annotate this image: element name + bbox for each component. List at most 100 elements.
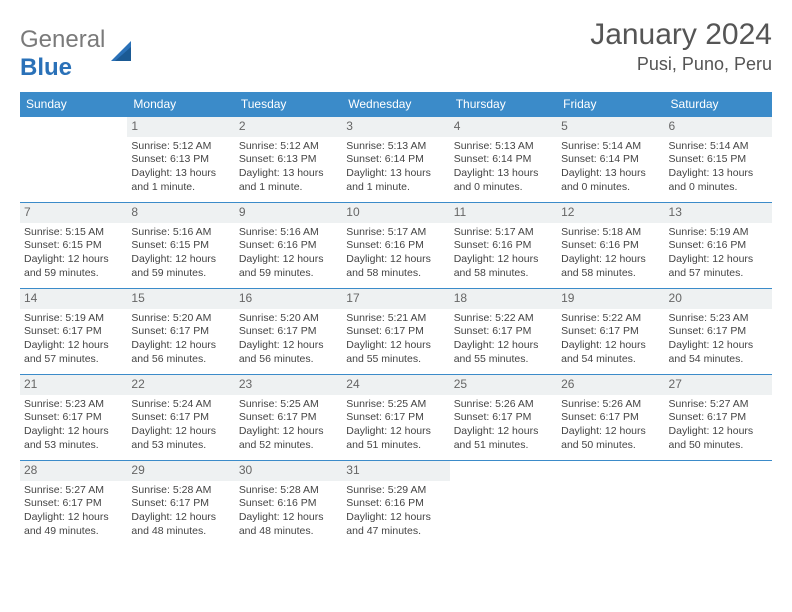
daylight-text: Daylight: 12 hours and 51 minutes. [346,425,445,452]
sunrise-text: Sunrise: 5:16 AM [239,226,338,240]
sunrise-text: Sunrise: 5:15 AM [24,226,123,240]
location: Pusi, Puno, Peru [590,54,772,75]
calendar-cell: 8Sunrise: 5:16 AMSunset: 6:15 PMDaylight… [127,203,234,289]
daylight-text: Daylight: 13 hours and 1 minute. [239,167,338,194]
calendar-row: 7Sunrise: 5:15 AMSunset: 6:15 PMDaylight… [20,203,772,289]
daylight-text: Daylight: 12 hours and 50 minutes. [561,425,660,452]
sunset-text: Sunset: 6:17 PM [24,411,123,425]
daylight-text: Daylight: 12 hours and 56 minutes. [131,339,230,366]
sunrise-text: Sunrise: 5:13 AM [454,140,553,154]
sunset-text: Sunset: 6:17 PM [669,325,768,339]
sunset-text: Sunset: 6:17 PM [454,325,553,339]
sunset-text: Sunset: 6:17 PM [346,411,445,425]
day-number: 17 [342,289,449,309]
sunset-text: Sunset: 6:17 PM [561,325,660,339]
calendar-cell [450,461,557,547]
daylight-text: Daylight: 12 hours and 48 minutes. [131,511,230,538]
sunrise-text: Sunrise: 5:27 AM [669,398,768,412]
daylight-text: Daylight: 12 hours and 58 minutes. [346,253,445,280]
calendar-cell: 30Sunrise: 5:28 AMSunset: 6:16 PMDayligh… [235,461,342,547]
calendar-table: Sunday Monday Tuesday Wednesday Thursday… [20,92,772,547]
calendar-cell [557,461,664,547]
daylight-text: Daylight: 12 hours and 53 minutes. [24,425,123,452]
sunset-text: Sunset: 6:16 PM [239,239,338,253]
calendar-cell: 20Sunrise: 5:23 AMSunset: 6:17 PMDayligh… [665,289,772,375]
calendar-cell: 23 Sunrise: 5:25 AMSunset: 6:17 PMDayligh… [235,375,342,461]
calendar-cell: 9 Sunrise: 5:16 AMSunset: 6:16 PMDaylight… [235,203,342,289]
calendar-cell: 14Sunrise: 5:19 AMSunset: 6:17 PMDayligh… [20,289,127,375]
calendar-cell: 12Sunrise: 5:18 AMSunset: 6:16 PMDayligh… [557,203,664,289]
calendar-cell [665,461,772,547]
day-number: 18 [450,289,557,309]
day-number: 22 [127,375,234,395]
calendar-cell [20,117,127,203]
calendar-cell: 11Sunrise: 5:17 AMSunset: 6:16 PMDayligh… [450,203,557,289]
daylight-text: Daylight: 12 hours and 54 minutes. [561,339,660,366]
sunset-text: Sunset: 6:17 PM [131,497,230,511]
sunset-text: Sunset: 6:14 PM [346,153,445,167]
logo-sail-icon [109,39,137,72]
daylight-text: Daylight: 12 hours and 58 minutes. [454,253,553,280]
calendar-cell: 5Sunrise: 5:14 AMSunset: 6:14 PMDaylight… [557,117,664,203]
sunrise-text: Sunrise: 5:28 AM [239,484,338,498]
sunset-text: Sunset: 6:17 PM [239,411,338,425]
sunset-text: Sunset: 6:16 PM [239,497,338,511]
sunrise-text: Sunrise: 5:21 AM [346,312,445,326]
daylight-text: Daylight: 12 hours and 49 minutes. [24,511,123,538]
calendar-cell: 2Sunrise: 5:12 AMSunset: 6:13 PMDaylight… [235,117,342,203]
sunset-text: Sunset: 6:17 PM [669,411,768,425]
calendar-head: Sunday Monday Tuesday Wednesday Thursday… [20,92,772,117]
day-number: 6 [665,117,772,137]
day-number: 11 [450,203,557,223]
day-number: 16 [235,289,342,309]
sunrise-text: Sunrise: 5:22 AM [454,312,553,326]
day-number: 31 [342,461,449,481]
day-number: 9 [235,203,342,223]
day-number: 12 [557,203,664,223]
day-number: 25 [450,375,557,395]
sunset-text: Sunset: 6:15 PM [131,239,230,253]
calendar-body: 1Sunrise: 5:12 AMSunset: 6:13 PMDaylight… [20,117,772,547]
day-number: 10 [342,203,449,223]
calendar-cell: 22Sunrise: 5:24 AMSunset: 6:17 PMDayligh… [127,375,234,461]
sunrise-text: Sunrise: 5:17 AM [454,226,553,240]
logo-text-blue: Blue [20,54,72,81]
sunset-text: Sunset: 6:17 PM [131,411,230,425]
sunset-text: Sunset: 6:13 PM [239,153,338,167]
dow-header: Wednesday [342,92,449,117]
daylight-text: Daylight: 12 hours and 57 minutes. [669,253,768,280]
day-number: 3 [342,117,449,137]
calendar-row: 1 Sunrise: 5:12 AM Sunset: 6:13 PMDaylight… [20,117,772,203]
calendar-cell: 24Sunrise: 5:25 AMSunset: 6:17 PMDayligh… [342,375,449,461]
sunset-text: Sunset: 6:16 PM [669,239,768,253]
sunset-text: Sunset: 6:17 PM [346,325,445,339]
day-number: 2 [235,117,342,137]
dow-header: Sunday [20,92,127,117]
sunrise-text: Sunrise: 5:27 AM [24,484,123,498]
day-number: 1 [127,117,234,137]
sunrise-text: Sunrise: 5:16 AM [131,226,230,240]
calendar-cell: 15Sunrise: 5:20 AMSunset: 6:17 PMDayligh… [127,289,234,375]
daylight-text: Daylight: 12 hours and 52 minutes. [239,425,338,452]
calendar-cell: 6Sunrise: 5:14 AMSunset: 6:15 PMDaylight… [665,117,772,203]
calendar-cell: 17Sunrise: 5:21 AMSunset: 6:17 PMDayligh… [342,289,449,375]
daylight-text: Daylight: 12 hours and 55 minutes. [454,339,553,366]
sunrise-text: Sunrise: 5:28 AM [131,484,230,498]
logo: General Blue [20,18,137,82]
daylight-text: Daylight: 12 hours and 53 minutes. [131,425,230,452]
sunset-text: Sunset: 6:17 PM [454,411,553,425]
daylight-text: Daylight: 12 hours and 50 minutes. [669,425,768,452]
sunrise-text: Sunrise: 5:19 AM [669,226,768,240]
sunrise-text: Sunrise: 5:26 AM [454,398,553,412]
sunset-text: Sunset: 6:16 PM [561,239,660,253]
calendar-cell: 3Sunrise: 5:13 AMSunset: 6:14 PMDaylight… [342,117,449,203]
sunrise-text: Sunrise: 5:20 AM [239,312,338,326]
sunrise-text: Sunrise: 5:12 AM [131,140,230,154]
day-number: 23 [235,375,342,395]
sunset-text: Sunset: 6:14 PM [454,153,553,167]
sunrise-text: Sunrise: 5:25 AM [239,398,338,412]
month-title: January 2024 [590,18,772,52]
daylight-text: Daylight: 12 hours and 59 minutes. [239,253,338,280]
daylight-text: Daylight: 12 hours and 57 minutes. [24,339,123,366]
day-number: 8 [127,203,234,223]
